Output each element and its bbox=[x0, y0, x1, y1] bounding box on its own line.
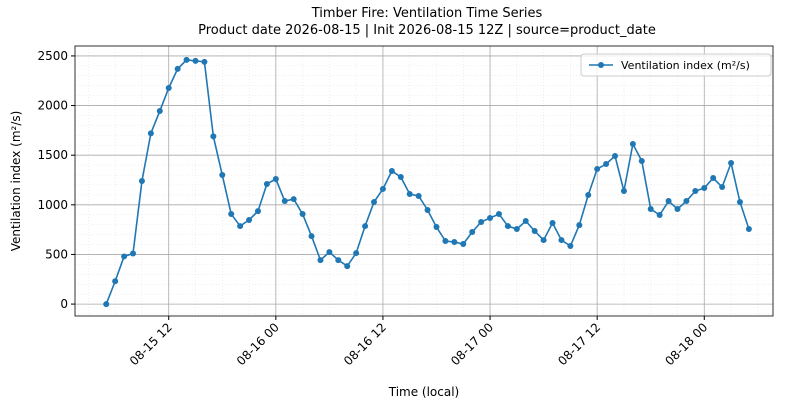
point bbox=[629, 140, 636, 147]
point bbox=[451, 239, 458, 246]
legend-label: Ventilation index (m²/s) bbox=[621, 59, 750, 72]
point bbox=[424, 206, 431, 213]
point bbox=[165, 84, 172, 91]
point bbox=[397, 174, 404, 181]
point bbox=[228, 211, 235, 218]
point bbox=[683, 198, 690, 205]
point bbox=[585, 191, 592, 198]
point bbox=[469, 229, 476, 236]
point bbox=[504, 223, 511, 230]
point bbox=[156, 108, 163, 115]
y-tick-label: 0 bbox=[60, 297, 68, 311]
point bbox=[326, 249, 333, 256]
point bbox=[522, 218, 529, 225]
point bbox=[736, 199, 743, 206]
point bbox=[290, 196, 297, 203]
point bbox=[192, 57, 199, 64]
point bbox=[745, 226, 752, 233]
x-axis-label: Time (local) bbox=[388, 385, 460, 399]
point bbox=[442, 238, 449, 245]
point bbox=[674, 205, 681, 212]
point bbox=[576, 222, 583, 229]
chart-title: Timber Fire: Ventilation Time Series bbox=[311, 6, 543, 21]
plot-frame bbox=[74, 45, 774, 317]
point bbox=[612, 152, 619, 159]
y-tick-label: 2500 bbox=[37, 49, 68, 63]
point bbox=[460, 241, 467, 248]
point bbox=[353, 250, 360, 257]
x-tick-label: 08-16 00 bbox=[234, 320, 282, 368]
chart-subtitle: Product date 2026-08-15 | Init 2026-08-1… bbox=[198, 23, 656, 38]
point bbox=[112, 278, 119, 285]
y-axis-label: Ventilation index (m²/s) bbox=[9, 111, 23, 252]
point bbox=[281, 198, 288, 205]
point bbox=[594, 165, 601, 172]
point bbox=[335, 257, 342, 264]
point bbox=[263, 180, 270, 187]
point bbox=[272, 176, 279, 183]
point bbox=[478, 218, 485, 225]
point bbox=[495, 211, 502, 218]
point bbox=[719, 184, 726, 191]
point bbox=[620, 188, 627, 195]
point bbox=[210, 133, 217, 140]
point bbox=[540, 237, 547, 244]
y-tick-label: 1000 bbox=[37, 198, 68, 212]
point bbox=[371, 199, 378, 206]
point bbox=[246, 217, 253, 224]
point bbox=[487, 215, 494, 222]
point bbox=[121, 253, 128, 260]
point bbox=[254, 208, 261, 215]
point bbox=[237, 223, 244, 230]
point bbox=[603, 161, 610, 168]
point bbox=[415, 192, 422, 199]
point bbox=[219, 172, 226, 179]
point bbox=[130, 250, 137, 257]
point bbox=[656, 212, 663, 219]
point bbox=[174, 65, 181, 72]
point bbox=[567, 243, 574, 250]
y-tick-label: 2000 bbox=[37, 99, 68, 113]
legend: Ventilation index (m²/s) bbox=[580, 53, 772, 77]
point bbox=[433, 224, 440, 231]
point bbox=[513, 226, 520, 233]
point bbox=[647, 205, 654, 212]
legend-marker bbox=[598, 62, 604, 68]
point bbox=[317, 257, 324, 264]
point bbox=[138, 178, 145, 184]
point bbox=[379, 185, 386, 192]
x-tick-label: 08-16 12 bbox=[341, 320, 389, 368]
point bbox=[406, 191, 413, 198]
x-tick-label: 08-17 00 bbox=[448, 320, 496, 368]
point bbox=[183, 56, 190, 63]
point bbox=[692, 188, 699, 195]
point bbox=[103, 301, 110, 308]
point bbox=[308, 233, 315, 240]
y-tick-label: 500 bbox=[45, 247, 68, 261]
point bbox=[728, 160, 735, 167]
point bbox=[710, 175, 717, 182]
y-tick-label: 1500 bbox=[37, 148, 68, 162]
series-line bbox=[105, 59, 750, 305]
point bbox=[388, 167, 395, 174]
point bbox=[701, 185, 708, 192]
point bbox=[638, 157, 645, 164]
point bbox=[201, 58, 208, 65]
point bbox=[362, 223, 369, 230]
point bbox=[549, 219, 556, 226]
x-tick-label: 08-18 00 bbox=[662, 320, 710, 368]
point bbox=[299, 211, 306, 218]
point bbox=[665, 198, 672, 205]
x-tick-label: 08-17 12 bbox=[555, 320, 603, 368]
point bbox=[558, 237, 565, 244]
x-tick-label: 08-15 12 bbox=[127, 320, 175, 368]
point bbox=[147, 130, 154, 137]
legend-box bbox=[580, 53, 772, 77]
point bbox=[344, 263, 351, 270]
point bbox=[531, 228, 538, 235]
